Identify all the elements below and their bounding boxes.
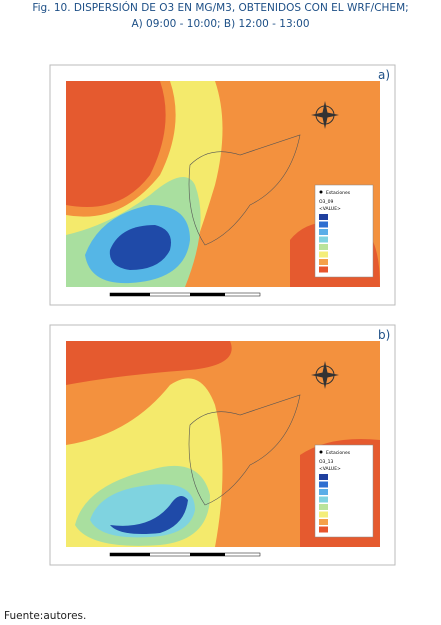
legend-swatch: [319, 221, 328, 228]
legend-swatch: [319, 236, 328, 243]
legend-swatch: [319, 229, 328, 235]
legend-swatch: [319, 489, 328, 495]
zone-high: [66, 341, 232, 385]
source-note: Fuente:autores.: [4, 610, 87, 622]
legend-swatch: [319, 519, 328, 525]
legend-swatch: [319, 214, 328, 220]
legend-header: <VALUE>: [319, 466, 341, 472]
scale-bar: [110, 293, 150, 296]
legend-swatch: [319, 266, 328, 273]
legend-swatch: [319, 474, 328, 480]
legend-swatch: [319, 481, 328, 488]
panel-label: a): [378, 68, 390, 82]
legend-swatch: [319, 244, 328, 250]
map-panel: a) Estaciones O3_09<VALUE>: [49, 64, 396, 306]
zone-lowest: [109, 225, 171, 270]
legend-swatch: [319, 259, 328, 265]
map-panel: b) Estaciones O3_13<VALUE>: [49, 324, 396, 566]
figure-maps: a)EstacionesO3_09<VALUE>b)EstacionesO3_1…: [49, 64, 396, 566]
legend-header: <VALUE>: [319, 206, 341, 212]
legend-layer: O3_09: [319, 199, 334, 205]
scale-bar: [190, 553, 225, 556]
legend-layer: O3_13: [319, 459, 334, 465]
panel-label: b): [378, 328, 390, 342]
north-arrow: [311, 101, 339, 129]
north-arrow: [311, 361, 339, 389]
scale-bar: [110, 553, 150, 556]
legend-swatch: [319, 526, 328, 533]
legend-station-label: Estaciones: [326, 190, 351, 196]
district-outline: [188, 394, 301, 506]
zone-high: [66, 81, 166, 207]
legend-swatch: [319, 511, 328, 518]
figure-title: Fig. 10. DISPERSIÓN DE O3 EN MG/M3, OBTE…: [32, 2, 409, 14]
legend-swatch: [319, 496, 328, 503]
figure-title: A) 09:00 - 10:00; B) 12:00 - 13:00: [131, 18, 310, 30]
legend-station: [319, 450, 323, 454]
zone-lowest: [110, 496, 188, 534]
district-outline: [188, 134, 301, 246]
scale-bar: [190, 293, 225, 296]
legend-station-label: Estaciones: [326, 450, 351, 456]
legend-swatch: [319, 251, 328, 258]
legend-swatch: [319, 504, 328, 510]
legend-station: [319, 190, 323, 194]
